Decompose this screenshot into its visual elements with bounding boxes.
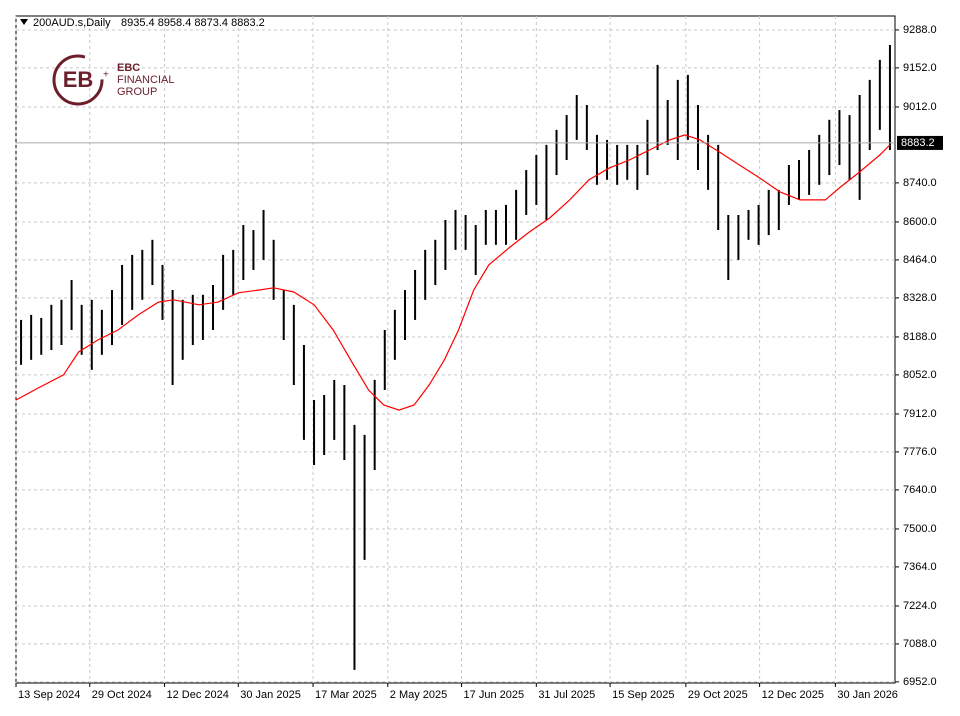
symbol: 200AUD.s,Daily bbox=[33, 17, 111, 29]
x-tick-label: 31 Jul 2025 bbox=[538, 689, 595, 701]
grid bbox=[15, 16, 895, 683]
y-tick-label: 8740.0 bbox=[903, 177, 937, 189]
y-tick-label: 8052.0 bbox=[903, 369, 937, 381]
x-tick-label: 12 Dec 2025 bbox=[762, 689, 824, 701]
logo-ring bbox=[52, 54, 104, 106]
y-tick-label: 7776.0 bbox=[903, 446, 937, 458]
y-tick-label: 6952.0 bbox=[903, 676, 937, 688]
logo-text: GROUP bbox=[117, 86, 157, 98]
logo-mark: EB bbox=[63, 67, 94, 92]
x-tick-label: 13 Sep 2024 bbox=[18, 689, 80, 701]
y-tick-label: 8600.0 bbox=[903, 216, 937, 228]
y-tick-label: 7500.0 bbox=[903, 523, 937, 535]
logo-plus: + bbox=[103, 70, 109, 81]
x-tick-label: 30 Jan 2025 bbox=[240, 689, 301, 701]
price-label: 8883.2 bbox=[901, 137, 935, 149]
x-tick-label: 17 Jun 2025 bbox=[464, 689, 525, 701]
plot-frame bbox=[15, 15, 896, 684]
logo-text: FINANCIAL bbox=[117, 74, 174, 86]
x-tick-label: 30 Jan 2026 bbox=[837, 689, 898, 701]
y-tick-label: 7088.0 bbox=[903, 638, 937, 650]
x-tick-label: 17 Mar 2025 bbox=[315, 689, 377, 701]
y-tick-label: 7224.0 bbox=[903, 600, 937, 612]
y-tick-label: 7364.0 bbox=[903, 561, 937, 573]
y-tick-label: 9152.0 bbox=[903, 62, 937, 74]
y-tick-label: 7640.0 bbox=[903, 484, 937, 496]
x-tick-label: 15 Sep 2025 bbox=[612, 689, 674, 701]
ohlc: 8935.4 8958.4 8873.4 8883.2 bbox=[121, 17, 265, 29]
y-tick-label: 8188.0 bbox=[903, 331, 937, 343]
y-tick-label: 8464.0 bbox=[903, 254, 937, 266]
x-tick-label: 29 Oct 2025 bbox=[688, 689, 748, 701]
y-tick-label: 9012.0 bbox=[903, 101, 937, 113]
y-tick-label: 7912.0 bbox=[903, 408, 937, 420]
x-tick-label: 29 Oct 2024 bbox=[92, 689, 152, 701]
price-box bbox=[897, 135, 943, 150]
logo-text: EBC bbox=[117, 62, 140, 74]
x-tick-label: 12 Dec 2024 bbox=[167, 689, 229, 701]
logo: EB + EBC FINANCIAL GROUP bbox=[52, 54, 174, 106]
marks bbox=[15, 45, 895, 670]
x-tick-label: 2 May 2025 bbox=[390, 689, 447, 701]
y-tick-label: 9288.0 bbox=[903, 24, 937, 36]
y-tick-label: 8328.0 bbox=[903, 292, 937, 304]
menu-arrow[interactable] bbox=[20, 19, 28, 25]
moving-average bbox=[15, 134, 891, 411]
